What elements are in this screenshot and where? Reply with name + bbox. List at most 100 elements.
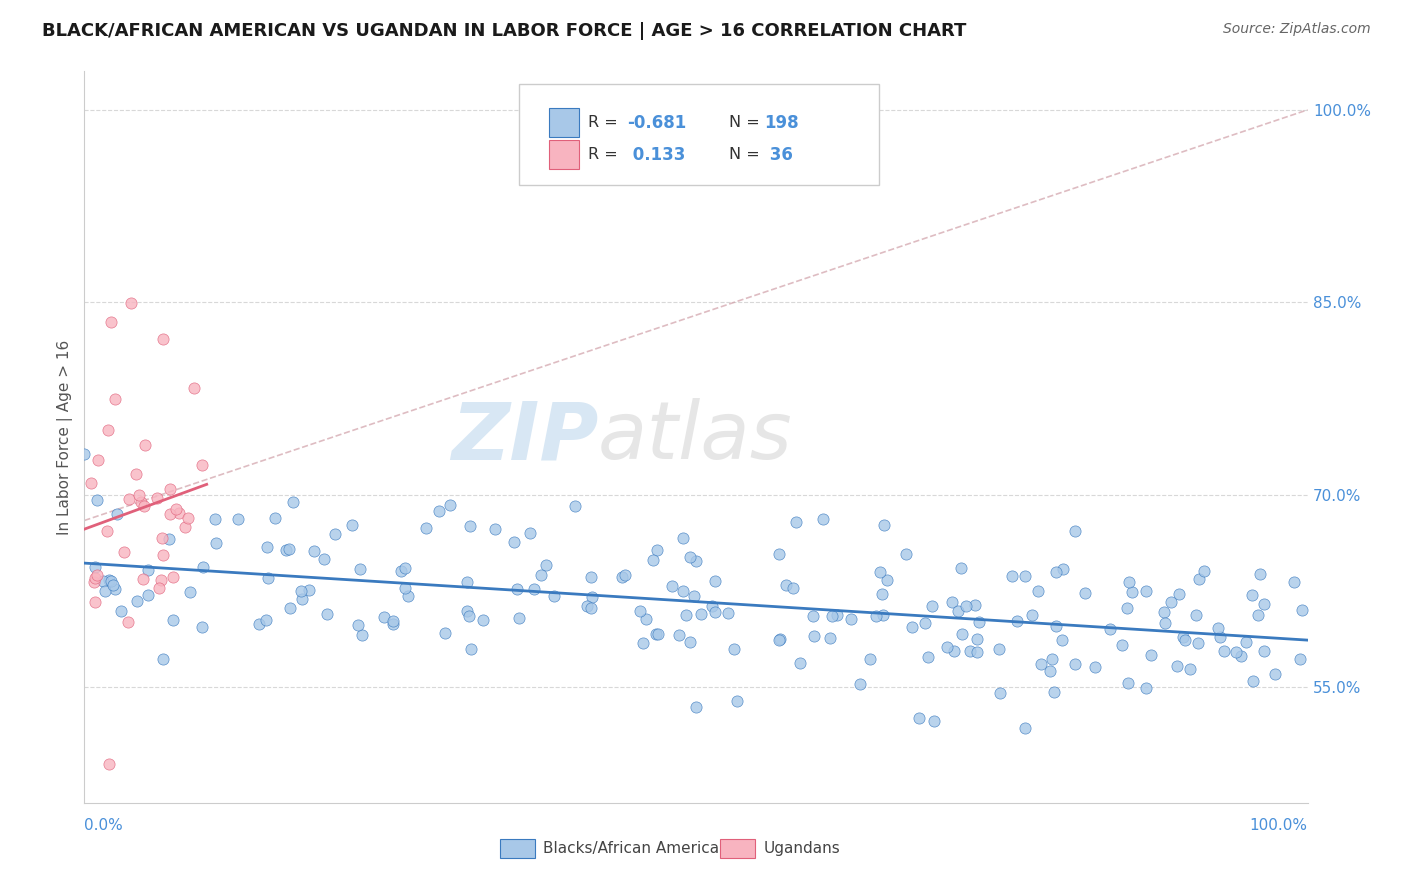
Point [456, 604, 478, 618]
Point [1264, 666, 1286, 681]
Point [347, 618, 370, 632]
Point [576, 599, 599, 614]
Point [872, 608, 894, 623]
Point [936, 640, 959, 655]
Point [530, 567, 553, 582]
Text: Ugandans: Ugandans [763, 840, 839, 855]
Point [1001, 569, 1024, 583]
Point [316, 607, 339, 621]
Text: N =: N = [728, 147, 765, 162]
Point [1234, 635, 1257, 649]
Point [1291, 603, 1313, 617]
Point [818, 631, 841, 645]
Point [373, 609, 395, 624]
Point [349, 562, 371, 576]
Point [1206, 621, 1229, 635]
Point [988, 642, 1011, 657]
Point [523, 582, 546, 596]
Point [125, 593, 148, 607]
Point [1192, 564, 1215, 578]
Point [148, 581, 170, 595]
Point [471, 613, 494, 627]
Point [1045, 565, 1067, 579]
Point [579, 570, 602, 584]
Point [1213, 644, 1236, 658]
Point [83, 559, 105, 574]
Point [79, 475, 101, 490]
Point [1140, 648, 1163, 662]
Point [165, 501, 187, 516]
Point [839, 612, 862, 626]
Point [1160, 595, 1182, 609]
Point [645, 543, 668, 558]
Point [91, 574, 114, 588]
Point [1153, 605, 1175, 619]
Point [1116, 600, 1139, 615]
Point [564, 499, 586, 513]
Point [302, 543, 325, 558]
Point [1014, 569, 1036, 583]
Point [1118, 575, 1140, 590]
Point [725, 694, 748, 708]
Point [97, 423, 120, 437]
Point [894, 547, 917, 561]
Point [152, 549, 174, 563]
Point [901, 620, 924, 634]
Point [1064, 657, 1087, 671]
Point [100, 574, 122, 588]
Point [966, 645, 988, 659]
Point [959, 644, 981, 658]
Point [1229, 648, 1251, 663]
Text: BLACK/AFRICAN AMERICAN VS UGANDAN IN LABOR FORCE | AGE > 16 CORRELATION CHART: BLACK/AFRICAN AMERICAN VS UGANDAN IN LAB… [42, 22, 966, 40]
Point [914, 616, 936, 631]
Point [849, 677, 872, 691]
Point [1043, 685, 1066, 699]
FancyBboxPatch shape [519, 84, 880, 185]
Point [132, 500, 155, 514]
FancyBboxPatch shape [550, 108, 578, 137]
Point [433, 626, 456, 640]
Point [775, 578, 797, 592]
Point [105, 507, 128, 521]
Point [579, 601, 602, 615]
Point [803, 629, 825, 643]
Point [278, 541, 301, 556]
Point [83, 575, 105, 590]
Point [162, 570, 184, 584]
Point [257, 571, 280, 585]
Point [396, 589, 419, 603]
Point [97, 757, 120, 772]
Text: atlas: atlas [598, 398, 793, 476]
Text: 0.133: 0.133 [627, 145, 686, 164]
Point [103, 582, 125, 597]
Point [226, 512, 249, 526]
Point [1121, 585, 1143, 599]
Point [84, 595, 107, 609]
Point [382, 614, 405, 628]
Point [179, 585, 201, 599]
Point [290, 583, 312, 598]
Point [118, 492, 141, 507]
Point [519, 526, 541, 541]
Point [685, 699, 707, 714]
Point [1185, 608, 1208, 623]
Point [427, 504, 450, 518]
Point [264, 510, 287, 524]
Point [1188, 572, 1211, 586]
Point [769, 632, 792, 646]
Point [717, 606, 740, 620]
Point [456, 575, 478, 590]
Point [869, 565, 891, 579]
Point [990, 686, 1012, 700]
Point [641, 552, 664, 566]
Text: -0.681: -0.681 [627, 113, 686, 131]
Point [298, 583, 321, 598]
Point [821, 609, 844, 624]
Point [1064, 524, 1087, 538]
Point [789, 656, 811, 670]
Point [323, 527, 346, 541]
Point [647, 627, 669, 641]
Point [645, 627, 668, 641]
Point [73, 447, 96, 461]
Point [87, 452, 110, 467]
